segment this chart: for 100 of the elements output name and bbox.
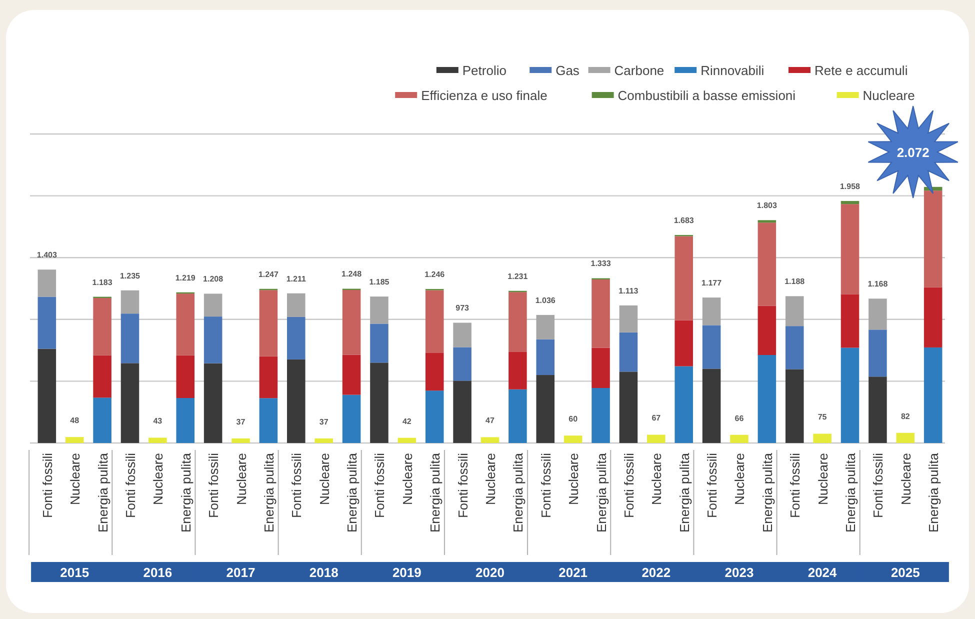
bar xyxy=(868,298,887,330)
bar xyxy=(93,298,112,356)
bar xyxy=(508,292,527,352)
legend-label: Nucleare xyxy=(862,88,915,103)
bar xyxy=(287,316,306,360)
text: 2017 xyxy=(226,565,256,580)
bar xyxy=(702,298,721,326)
text: 2016 xyxy=(143,565,172,580)
x-tick-label: Energia pulita xyxy=(261,452,276,532)
x-tick-label: Nucleare xyxy=(649,453,664,506)
text: 2025 xyxy=(890,565,920,580)
x-tick-label: Nucleare xyxy=(898,453,914,506)
bar xyxy=(148,438,167,443)
x-tick-label: Fonti fossili xyxy=(704,452,720,518)
x-tick-label: Fonti fossili xyxy=(289,452,304,518)
x-tick-label: Energia pulita xyxy=(843,452,858,532)
x-tick-label: Energia pulita xyxy=(344,452,360,532)
bar xyxy=(120,363,140,443)
x-tick-label: Energia pulita xyxy=(428,452,443,532)
bar xyxy=(868,330,887,377)
bar xyxy=(370,362,388,443)
x-tick-label: Energia pulita xyxy=(926,452,942,532)
bar xyxy=(342,354,361,395)
total-label: 1.248 xyxy=(342,270,362,279)
x-tick-label: Fonti fossili xyxy=(538,452,554,518)
total-label: 1.235 xyxy=(120,271,141,280)
text: 2022 xyxy=(642,565,671,580)
bar xyxy=(840,294,860,348)
bar xyxy=(647,434,666,443)
x-tick-label: Energia pulita xyxy=(676,452,692,532)
total-label: 1.113 xyxy=(618,286,639,296)
data-label: 67 xyxy=(652,414,662,423)
x-tick-label: Fonti fossili xyxy=(455,452,470,518)
x-tick-label: Nucleare xyxy=(815,453,830,506)
bar xyxy=(259,398,278,443)
legend-label: Gas xyxy=(556,63,580,78)
legend-label: Petrolio xyxy=(462,63,506,78)
total-label: 1.185 xyxy=(369,278,390,287)
x-tick-label: Fonti fossili xyxy=(621,452,636,518)
x-tick-label: Nucleare xyxy=(566,453,582,506)
total-label: 1.168 xyxy=(868,280,888,289)
bar xyxy=(924,190,942,288)
legend-label: Combustibili a basse emissioni xyxy=(618,88,796,103)
bar xyxy=(619,372,638,443)
bar xyxy=(896,432,915,443)
x-tick-label: Energia pulita xyxy=(510,452,526,532)
bar xyxy=(702,325,721,369)
x-tick-label: Nucleare xyxy=(150,453,166,506)
bar xyxy=(342,290,361,355)
bar xyxy=(508,352,527,390)
text: 2015 xyxy=(60,565,90,580)
bar xyxy=(38,270,56,297)
bar xyxy=(674,236,693,320)
bar xyxy=(232,438,250,443)
bar xyxy=(425,352,444,391)
bar xyxy=(619,305,638,332)
bar xyxy=(38,296,56,349)
bar xyxy=(868,376,887,443)
text: 2021 xyxy=(558,565,588,580)
bar xyxy=(785,369,804,443)
total-label: 1.231 xyxy=(508,272,528,281)
bar xyxy=(204,294,222,317)
x-tick-label: Energia pulita xyxy=(95,452,110,532)
x-tick-label: Energia pulita xyxy=(594,452,609,532)
total-label: 1.211 xyxy=(286,274,306,284)
total-label: 1.177 xyxy=(702,278,722,288)
data-label: 48 xyxy=(70,416,80,426)
bar xyxy=(425,390,444,443)
bar xyxy=(730,434,748,443)
bar xyxy=(65,437,84,443)
total-label: 1.247 xyxy=(258,270,280,279)
bar xyxy=(259,356,278,398)
text: 2018 xyxy=(309,565,338,580)
x-tick-label: Fonti fossili xyxy=(206,452,222,518)
text: 2023 xyxy=(724,565,754,580)
total-label: 973 xyxy=(456,304,470,313)
x-tick-label: Energia pulita xyxy=(760,452,775,532)
bar xyxy=(758,222,776,306)
x-tick-label: Nucleare xyxy=(68,453,83,506)
total-label: 1.219 xyxy=(175,273,196,282)
bar xyxy=(453,380,472,443)
data-label: 75 xyxy=(818,412,828,422)
bar xyxy=(38,348,56,443)
bar xyxy=(93,355,112,398)
total-label: 1.246 xyxy=(424,270,446,279)
bar xyxy=(398,438,416,443)
total-label: 1.183 xyxy=(92,278,113,287)
bar xyxy=(924,287,942,348)
bar xyxy=(619,332,638,372)
x-tick-label: Fonti fossili xyxy=(788,452,803,518)
bar xyxy=(840,348,860,443)
data-label: 37 xyxy=(319,417,329,426)
bar xyxy=(176,294,195,356)
bar xyxy=(508,389,527,443)
data-label: 82 xyxy=(900,412,910,421)
bar xyxy=(536,375,555,443)
total-label: 1.958 xyxy=(840,182,861,191)
x-tick-label: Fonti fossili xyxy=(40,452,55,518)
total-label: 1.333 xyxy=(590,259,612,268)
data-label: 47 xyxy=(486,416,495,426)
